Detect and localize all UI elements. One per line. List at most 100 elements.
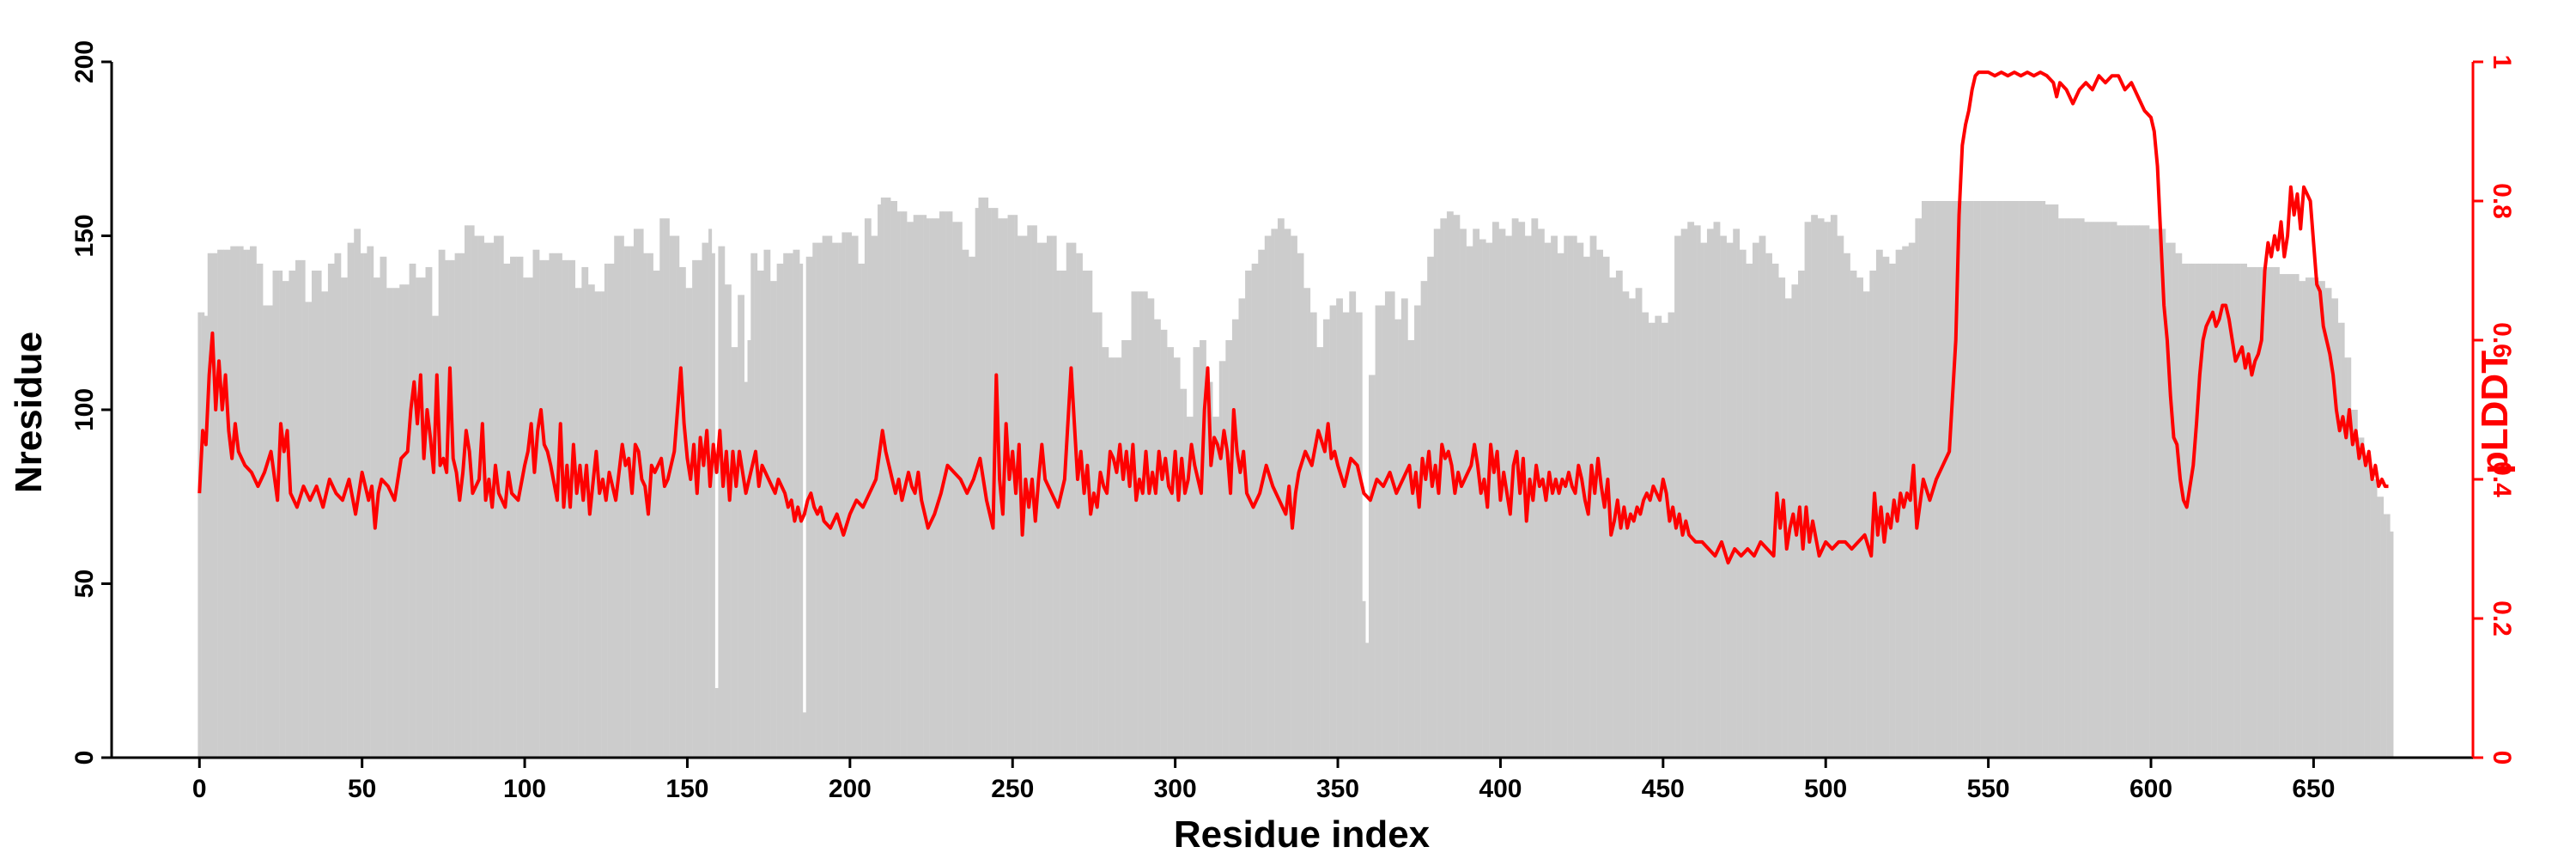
bar	[1752, 242, 1757, 758]
bar	[2299, 281, 2303, 758]
axes: 0 50 100 150 200 250 300 350 400 450 500 550 600 6500…	[70, 40, 2516, 803]
bar	[1017, 235, 1021, 758]
bar	[1062, 271, 1066, 758]
bar	[711, 253, 715, 758]
bar	[2032, 201, 2036, 758]
bar	[861, 263, 866, 758]
x-tick-label: 50	[348, 775, 376, 803]
bar	[227, 249, 231, 758]
bar	[558, 253, 562, 758]
bar	[2292, 274, 2296, 758]
bar	[1537, 228, 1542, 758]
bar	[1593, 235, 1597, 758]
y-axis-right-title: pLDDT	[2474, 350, 2516, 474]
bar	[1433, 228, 1437, 758]
bar	[223, 249, 228, 758]
bar	[1196, 347, 1200, 758]
bar	[298, 259, 302, 758]
bar	[1540, 228, 1545, 758]
bar	[2337, 322, 2342, 758]
bar	[1671, 312, 1675, 758]
bar	[214, 253, 218, 758]
bar	[818, 242, 823, 758]
bar	[987, 208, 992, 758]
bar	[936, 218, 940, 758]
bar	[464, 225, 469, 758]
bar	[1749, 263, 1753, 758]
bar	[1928, 201, 1932, 758]
bar	[1066, 242, 1070, 758]
bar	[1469, 246, 1473, 758]
bar	[620, 235, 624, 758]
bar	[1807, 222, 1812, 758]
bar	[2275, 266, 2280, 758]
bar	[643, 253, 647, 758]
bar	[1076, 253, 1080, 758]
bar	[2117, 225, 2121, 758]
bar	[1619, 271, 1623, 758]
bar	[1378, 305, 1382, 758]
bar	[776, 263, 781, 758]
bar	[1231, 319, 1236, 758]
bar	[2282, 274, 2287, 758]
bar	[1218, 361, 1223, 758]
bar	[802, 712, 806, 758]
bar	[434, 315, 439, 758]
bar	[318, 271, 322, 758]
bar	[2074, 218, 2079, 758]
bar	[627, 246, 631, 758]
bar	[2348, 357, 2352, 758]
bar	[2302, 281, 2306, 758]
bar	[507, 263, 511, 758]
bar	[2181, 263, 2186, 758]
bar	[1131, 291, 1135, 758]
bar	[1915, 218, 1919, 758]
bar	[1212, 417, 1217, 758]
bar	[1726, 242, 1730, 758]
bar	[2257, 266, 2261, 758]
bar	[1973, 201, 1978, 758]
bar	[1502, 228, 1506, 758]
bar	[767, 249, 771, 758]
bar	[2233, 263, 2238, 758]
bar	[1394, 319, 1399, 758]
bar	[1404, 298, 1408, 758]
bar	[1947, 201, 1952, 758]
bar	[2184, 263, 2189, 758]
bar	[900, 211, 904, 758]
bar	[939, 211, 944, 758]
bar	[1449, 211, 1454, 758]
bar	[1036, 242, 1041, 758]
bar	[2175, 253, 2179, 758]
bar	[545, 259, 550, 758]
bar	[2172, 242, 2176, 758]
bar	[263, 305, 267, 758]
bar	[1733, 228, 1737, 758]
bar	[396, 288, 400, 758]
bar	[2308, 277, 2312, 758]
bar	[1833, 215, 1838, 758]
bar	[578, 288, 582, 758]
line-series-plddt-group	[197, 70, 2389, 565]
bar	[1336, 298, 1340, 758]
bar	[754, 253, 758, 758]
bar	[692, 259, 696, 758]
bar	[1960, 201, 1965, 758]
bar	[571, 259, 576, 758]
bar	[1355, 312, 1359, 758]
bar	[604, 263, 608, 758]
bar	[1072, 242, 1077, 758]
bar	[763, 249, 768, 758]
bar	[760, 271, 764, 758]
bar	[832, 242, 836, 758]
bar	[1388, 291, 1392, 758]
bar	[1342, 312, 1346, 758]
x-tick-label: 0	[192, 775, 207, 803]
bar	[1157, 319, 1161, 758]
bar	[816, 242, 820, 758]
bar	[1108, 357, 1113, 758]
x-tick-label: 150	[665, 775, 708, 803]
bar	[510, 256, 514, 758]
bar	[1183, 388, 1188, 758]
